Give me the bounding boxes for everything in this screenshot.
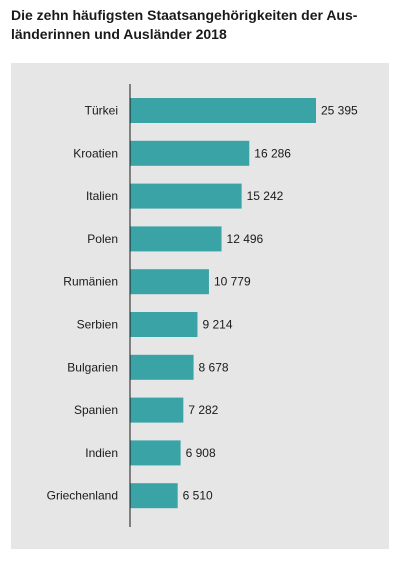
chart-title-line-1: Die zehn häufigsten Staatsangehörigkeite… bbox=[11, 7, 358, 23]
chart-title: Die zehn häufigsten Staatsangehörigkeite… bbox=[11, 6, 406, 44]
category-label: Serbien bbox=[77, 318, 118, 332]
category-label: Indien bbox=[85, 446, 118, 460]
bar-serbien bbox=[130, 312, 198, 337]
value-label: 10 779 bbox=[214, 275, 251, 289]
category-label: Rumänien bbox=[63, 275, 118, 289]
value-label: 7 282 bbox=[188, 403, 218, 417]
value-label: 15 242 bbox=[247, 189, 284, 203]
bar-polen bbox=[130, 226, 222, 252]
category-label: Kroatien bbox=[73, 146, 118, 160]
category-label: Spanien bbox=[74, 403, 118, 417]
bar-bulgarien bbox=[130, 354, 194, 380]
value-label: 12 496 bbox=[227, 232, 264, 246]
value-label: 25 395 bbox=[321, 104, 358, 118]
value-label: 6 908 bbox=[186, 446, 216, 460]
category-label: Bulgarien bbox=[67, 360, 118, 374]
value-label: 6 510 bbox=[183, 489, 213, 503]
bar-italien bbox=[130, 183, 242, 209]
bar-kroatien bbox=[130, 140, 250, 166]
chart-title-line-2: länderinnen und Ausländer 2018 bbox=[11, 26, 227, 42]
bar-türkei bbox=[130, 98, 316, 123]
value-label: 9 214 bbox=[202, 318, 232, 332]
category-label: Griechenland bbox=[47, 489, 118, 503]
value-label: 8 678 bbox=[199, 360, 229, 374]
bar-rumänien bbox=[130, 269, 209, 295]
category-label: Italien bbox=[86, 189, 118, 203]
value-label: 16 286 bbox=[254, 146, 291, 160]
bar-spanien bbox=[130, 397, 184, 423]
bar-griechenland bbox=[130, 483, 178, 509]
category-label: Polen bbox=[87, 232, 118, 246]
bar-indien bbox=[130, 440, 181, 466]
category-label: Türkei bbox=[85, 104, 118, 118]
